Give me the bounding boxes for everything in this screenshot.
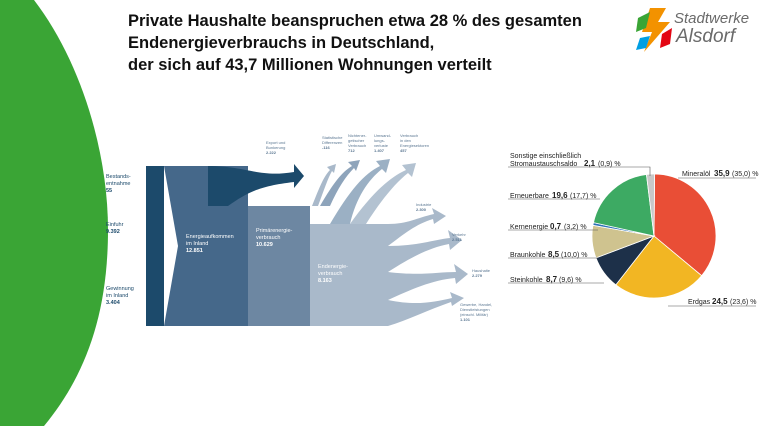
households-value: 2.279 (472, 273, 483, 278)
stage2-label-b: verbrauch (256, 235, 280, 241)
industry-value: 2.300 (416, 207, 427, 212)
sankey-traffic-arrow (388, 230, 462, 272)
nonenergy-label-a: Nichtener- (348, 133, 367, 138)
stadtwerke-logo: Stadtwerke Alsdorf (636, 8, 764, 54)
conversion-label-c: verluste (374, 143, 389, 148)
label-kernenergie-pct: (3,2) % (564, 224, 587, 231)
input-label-2: Einfuhr (106, 222, 124, 228)
label-sonstige-pct: (0,9) % (598, 161, 621, 168)
trade-label-c: (einschl. Militär) (460, 312, 489, 317)
stage3-value: 8.163 (318, 278, 332, 284)
label-sonstige-value: 2,1 (584, 159, 596, 168)
conversion-label-a: Umwand- (374, 133, 392, 138)
title-line-2: Endenergieverbrauchs in Deutschland, (128, 34, 435, 52)
lightning-bolt-icon (636, 8, 672, 52)
energysector-label-c: Energiesektoren (400, 143, 429, 148)
trade-label-a: Gewerbe, Handel, (460, 302, 492, 307)
label-erneuerbare-pct: (17,7) % (570, 193, 596, 200)
conversion-label-b: lungs- (374, 138, 386, 143)
sankey-households-arrow (388, 264, 468, 300)
slide-title: Private Haushalte beanspruchen etwa 28 %… (128, 10, 608, 76)
trade-label-b: Dienstleistungen (460, 307, 490, 312)
input-value-1: 55 (106, 188, 112, 194)
label-sonstige-name: Sonstige einschließlich (510, 153, 581, 160)
stage1-value: 12.851 (186, 248, 203, 254)
label-braunkohle-name: Braunkohle (510, 252, 546, 259)
input-value-2: 9.392 (106, 229, 120, 235)
label-kernenergie-value: 0,7 (550, 222, 562, 231)
nonenergy-label-b: getischer (348, 138, 365, 143)
stage1-label-a: Energieaufkommen (186, 234, 234, 240)
export-value: 2.222 (266, 150, 277, 155)
energysector-value: 457 (400, 148, 407, 153)
label-mineraloel-value: 35,9 (714, 169, 730, 178)
stage2-label-a: Primärenergie- (256, 228, 293, 234)
input-label-3b: im Inland (106, 293, 128, 299)
label-mineraloel-name: Mineralöl (682, 171, 711, 178)
label-kernenergie-name: Kernenergie (510, 224, 548, 231)
sankey-loss-arrow-4 (350, 163, 416, 224)
trade-value: 1.101 (460, 317, 471, 322)
energysector-label-a: Verbrauch (400, 133, 418, 138)
label-braunkohle-pct: (10,0) % (561, 252, 587, 259)
label-steinkohle-name: Steinkohle (510, 277, 543, 284)
pie-slice-5 (592, 174, 655, 237)
energy-flow-sankey: Bestands- entnahme 55 Einfuhr 9.392 Gewi… (106, 133, 492, 326)
sankey-loss-arrow-3 (330, 159, 390, 224)
callout-line-sonstige (508, 166, 651, 176)
energysector-label-b: in den (400, 138, 411, 143)
pie-slice-6 (646, 173, 656, 237)
statdiff-value: -116 (322, 145, 331, 150)
households-label: Haushalte (472, 268, 491, 273)
logo-line-2: Alsdorf (676, 26, 736, 47)
sankey-export-arrow (208, 164, 304, 206)
input-label-1a: Bestands- (106, 174, 131, 180)
nonenergy-value: 712 (348, 148, 355, 153)
sankey-trade-arrow (388, 292, 464, 326)
label-erneuerbare-name: Erneuerbare (510, 193, 549, 200)
label-erneuerbare-value: 19,6 (552, 191, 568, 200)
sankey-loss-arrow-1 (312, 164, 336, 206)
label-sonstige-name2: Stromaustauschsaldo (510, 161, 577, 168)
traffic-value: 2.511 (452, 237, 463, 242)
nonenergy-label-c: Verbrauch (348, 143, 366, 148)
label-braunkohle-value: 8,5 (548, 250, 560, 259)
export-label-a: Export und (266, 140, 285, 145)
sankey-stage3-block (310, 224, 388, 326)
label-erdgas-name: Erdgas (688, 299, 711, 306)
title-line-1: Private Haushalte beanspruchen etwa 28 %… (128, 12, 582, 30)
stage3-label-a: Endenergie- (318, 264, 348, 270)
input-label-1b: entnahme (106, 181, 130, 187)
label-erdgas-pct: (23,6) % (730, 299, 756, 306)
statdiff-label-a: Statistische (322, 135, 343, 140)
label-erdgas-value: 24,5 (712, 297, 728, 306)
traffic-label: Verkehr (452, 232, 466, 237)
sankey-industry-arrow (388, 208, 446, 246)
stage2-value: 10.629 (256, 242, 273, 248)
energy-mix-pie-chart: Sonstige einschließlich Stromaustauschsa… (508, 153, 758, 307)
title-line-3: der sich auf 43,7 Millionen Wohnungen ve… (128, 56, 492, 74)
input-label-3a: Gewinnung (106, 286, 134, 292)
label-mineraloel-pct: (35,0) % (732, 171, 758, 178)
label-steinkohle-pct: (9,6) % (559, 277, 582, 284)
conversion-value: 1.407 (374, 148, 385, 153)
sankey-input-bar (146, 166, 164, 326)
sankey-loss-arrow-2 (320, 160, 360, 206)
stage1-label-b: im Inland (186, 241, 208, 247)
industry-label: Industrie (416, 202, 432, 207)
logo-line-1: Stadtwerke (674, 10, 750, 27)
label-steinkohle-value: 8,7 (546, 275, 558, 284)
stage3-label-b: verbrauch (318, 271, 342, 277)
green-side-band (0, 0, 108, 426)
export-label-b: Bunkerung (266, 145, 285, 150)
sankey-stage2-block (248, 206, 310, 326)
statdiff-label-b: Differenzen (322, 140, 342, 145)
input-value-3: 3.404 (106, 300, 121, 306)
pie-slice-0 (653, 173, 717, 277)
pie-slice-1 (615, 235, 703, 299)
